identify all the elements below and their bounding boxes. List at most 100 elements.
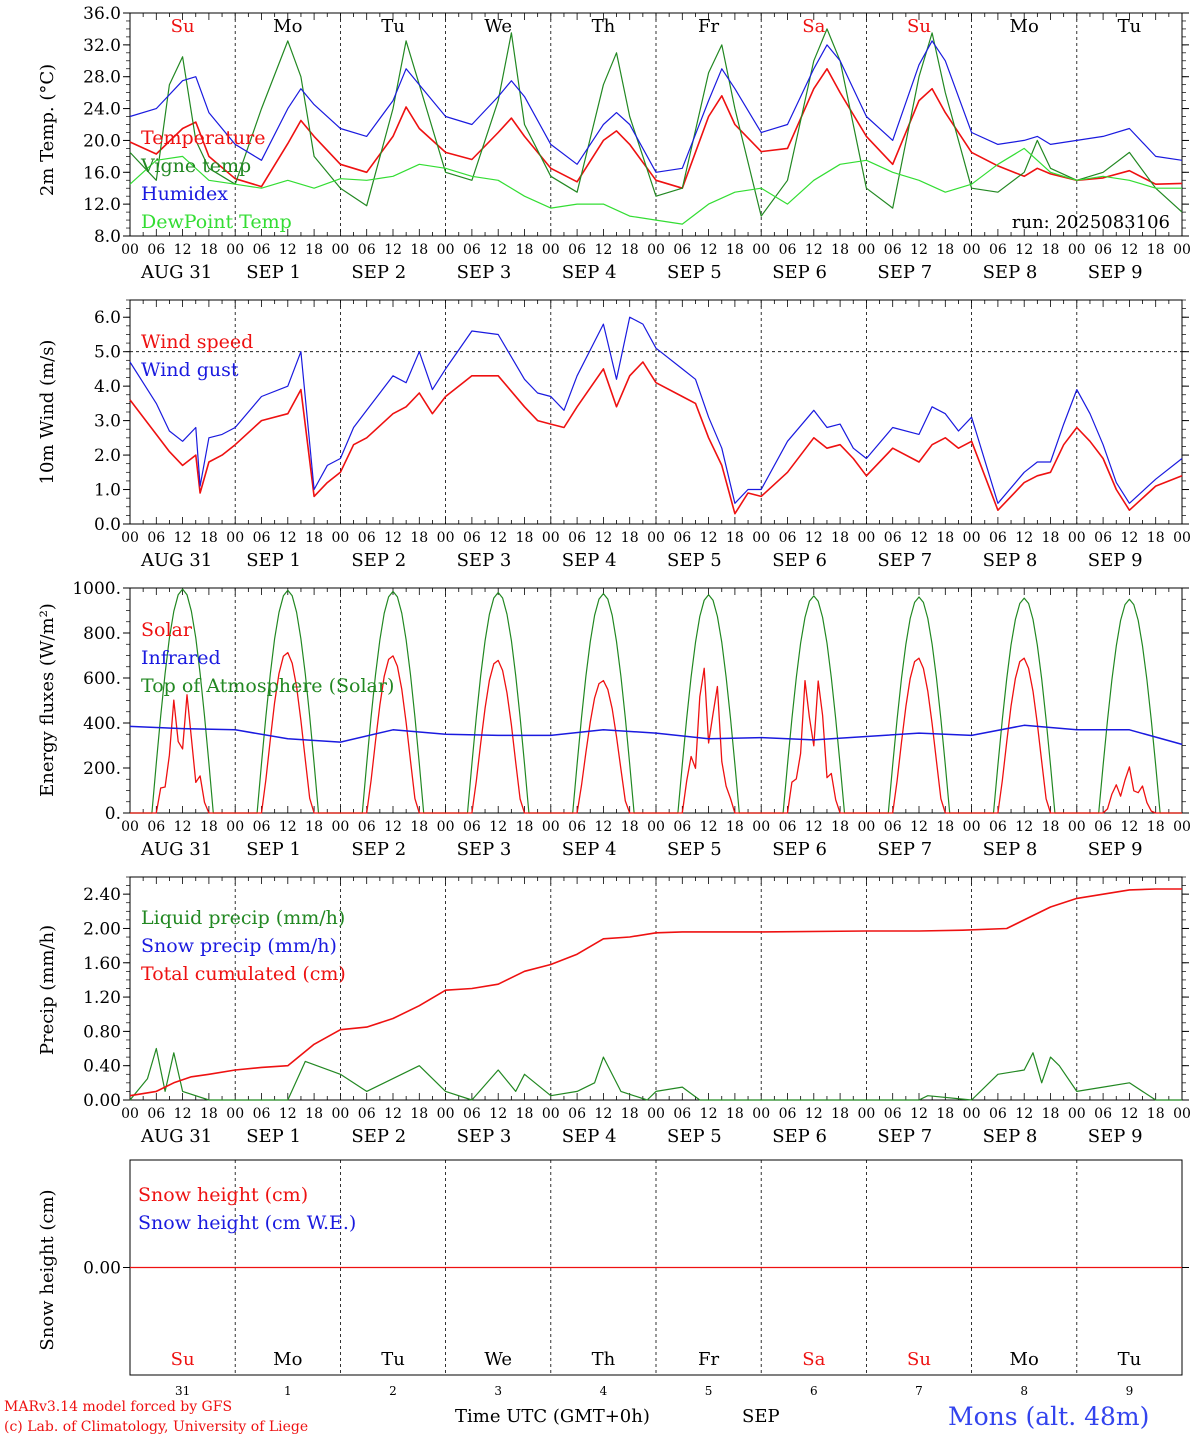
hour-tick-label: 00 <box>331 819 349 835</box>
hour-tick-label: 18 <box>410 819 428 835</box>
hour-tick-label: 18 <box>621 819 639 835</box>
weekday-label: Su <box>907 1349 931 1370</box>
hour-tick-label: 06 <box>779 530 797 546</box>
hour-tick-label: 00 <box>226 242 244 258</box>
hour-tick-label: 12 <box>594 242 612 258</box>
y-tick-label: 24.0 <box>83 100 121 120</box>
y-tick-label: 32.0 <box>83 36 121 56</box>
hour-tick-label: 06 <box>989 242 1007 258</box>
y-tick-label: 36.0 <box>83 4 121 24</box>
hour-tick-label: 12 <box>1015 530 1033 546</box>
y-tick-label: 4.0 <box>94 377 121 397</box>
date-label: SEP 6 <box>772 550 827 571</box>
temperature-line <box>129 68 1183 189</box>
y-tick-label: 1.60 <box>83 954 121 974</box>
legend-entry: Solar <box>141 619 193 641</box>
legend-entry: Wind speed <box>141 331 253 353</box>
y-tick-label: 2.0 <box>94 446 121 466</box>
hour-tick-label: 18 <box>200 1106 218 1122</box>
weekday-label: Th <box>592 1349 616 1370</box>
y-tick-label: 6.0 <box>94 308 121 328</box>
hour-tick-label: 18 <box>305 1106 323 1122</box>
series-group <box>129 588 1183 814</box>
day-number-label: 8 <box>1020 1384 1028 1398</box>
date-label: SEP 8 <box>983 1126 1038 1147</box>
legend-entry: Infrared <box>141 647 221 669</box>
hour-tick-label: 06 <box>358 1106 376 1122</box>
weekday-label: Mo <box>273 16 302 37</box>
hour-tick-label: 12 <box>700 242 718 258</box>
hour-tick-label: 18 <box>726 530 744 546</box>
hour-tick-label: 18 <box>831 530 849 546</box>
hour-tick-label: 00 <box>1173 242 1191 258</box>
legend-entry: Wind gust <box>141 359 239 381</box>
date-label: SEP 5 <box>667 1126 722 1147</box>
infrared-line <box>129 724 1183 746</box>
day-number-label: 31 <box>175 1384 190 1398</box>
series-group <box>129 888 1182 1101</box>
y-tick-label: 600. <box>83 669 121 689</box>
hour-tick-label: 00 <box>752 1106 770 1122</box>
hour-tick-label: 06 <box>779 242 797 258</box>
panel-2: 0.0 1.0 2.0 3.0 4.0 5.0 6.0 10m Wind (m/s) 00 06 1… <box>37 299 1191 571</box>
hour-tick-label: 00 <box>647 242 665 258</box>
hour-tick-label: 00 <box>542 242 560 258</box>
hour-tick-label: 00 <box>963 819 981 835</box>
hour-tick-label: 18 <box>410 530 428 546</box>
y-tick-label: 400. <box>83 714 121 734</box>
y-tick-label: 8.0 <box>94 227 121 247</box>
weekday-label: Fr <box>698 16 719 37</box>
hour-tick-label: 06 <box>568 242 586 258</box>
hour-tick-label: 00 <box>226 530 244 546</box>
hour-tick-label: 18 <box>305 242 323 258</box>
y-tick-label: 2.00 <box>83 919 121 939</box>
day-number-label: 6 <box>810 1384 818 1398</box>
legend-entry: Vigne temp <box>140 155 251 177</box>
hour-tick-label: 12 <box>174 1106 192 1122</box>
solar-line <box>130 651 1182 814</box>
hour-tick-label: 06 <box>884 242 902 258</box>
weekday-label: Su <box>907 16 931 37</box>
panel-4: 0.00 0.40 0.80 1.20 1.60 2.00 2.40 Precip (mm/h… <box>37 876 1191 1147</box>
hour-tick-label: 00 <box>1173 1106 1191 1122</box>
hour-tick-label: 06 <box>989 1106 1007 1122</box>
hour-tick-label: 06 <box>884 1106 902 1122</box>
legend: Temperature Vigne temp Humidex DewPoint Tem… <box>140 127 292 233</box>
weekday-label: Tu <box>381 1349 405 1370</box>
hour-tick-label: 18 <box>1147 242 1165 258</box>
hour-tick-label: 06 <box>568 1106 586 1122</box>
date-label: SEP 5 <box>667 262 722 283</box>
hour-tick-label: 06 <box>358 819 376 835</box>
hour-tick-label: 06 <box>147 242 165 258</box>
month-label: SEP <box>742 1406 780 1427</box>
hour-tick-label: 06 <box>1094 819 1112 835</box>
hour-tick-label: 00 <box>542 1106 560 1122</box>
legend: Liquid precip (mm/h) Snow precip (mm/h) To… <box>141 907 346 985</box>
hour-tick-label: 00 <box>331 1106 349 1122</box>
hour-tick-label: 12 <box>594 1106 612 1122</box>
hour-tick-label: 06 <box>463 242 481 258</box>
y-tick-label: 20.0 <box>83 131 121 151</box>
y-tick-label: 0.00 <box>83 1259 121 1279</box>
legend: Solar Infrared Top of Atmosphere (Solar) <box>141 619 394 697</box>
day-number-label: 5 <box>705 1384 713 1398</box>
legend: Snow height (cm) Snow height (cm W.E.) <box>138 1184 356 1234</box>
hour-tick-label: 12 <box>1015 819 1033 835</box>
date-label: SEP 1 <box>246 262 301 283</box>
date-label: SEP 4 <box>562 262 617 283</box>
run-annotation: run: 2025083106 <box>1012 212 1170 233</box>
hour-tick-label: 06 <box>147 530 165 546</box>
panel-1: 8.0 12.0 16.0 20.0 24.0 28.0 32.0 36.0 2m Temp. … <box>37 4 1191 283</box>
hour-tick-label: 12 <box>1015 1106 1033 1122</box>
y-tick-label: 5.0 <box>94 343 121 363</box>
weekday-label: Tu <box>1118 1349 1142 1370</box>
hour-tick-label: 18 <box>516 530 534 546</box>
date-label: SEP 5 <box>667 839 722 860</box>
hour-tick-label: 18 <box>936 242 954 258</box>
hour-tick-label: 06 <box>673 242 691 258</box>
hour-tick-label: 12 <box>489 530 507 546</box>
hour-tick-label: 00 <box>752 242 770 258</box>
weekday-label: Su <box>171 1349 195 1370</box>
date-label: SEP 7 <box>877 1126 932 1147</box>
hour-tick-label: 12 <box>279 819 297 835</box>
